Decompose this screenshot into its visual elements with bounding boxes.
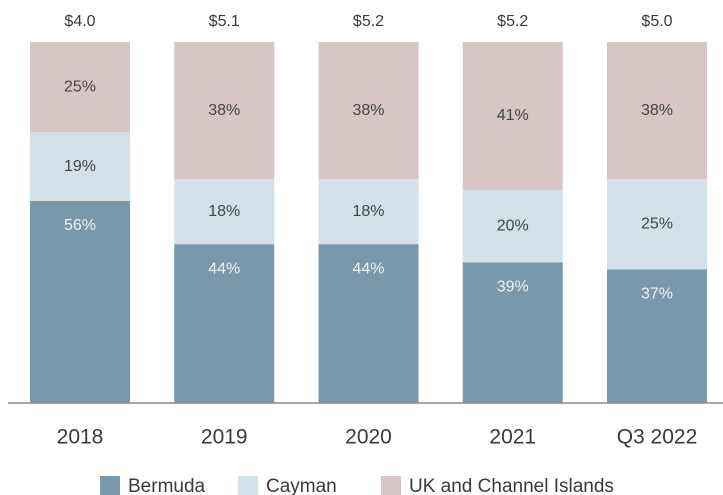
data-label: 39%: [497, 278, 529, 295]
bar-segment: [174, 42, 275, 180]
legend-label: UK and Channel Islands: [409, 476, 614, 495]
bar-segment: [174, 179, 275, 245]
total-label: $5.2: [497, 13, 528, 30]
bar-segment: [318, 244, 419, 403]
total-label: $4.0: [64, 13, 95, 30]
bar-segment: [607, 42, 707, 180]
data-label: 38%: [641, 102, 673, 119]
data-label: 38%: [208, 102, 240, 119]
data-label: 56%: [64, 217, 96, 234]
bar-segment: [30, 200, 130, 403]
x-tick-label: 2019: [201, 426, 248, 449]
x-tick-label: 2020: [345, 426, 392, 449]
legend-swatch: [381, 476, 401, 495]
total-label: $5.2: [353, 13, 384, 30]
data-label: 44%: [352, 260, 384, 277]
bar-segment: [462, 42, 563, 191]
data-label: 18%: [208, 203, 240, 220]
x-tick-label: 2021: [489, 426, 536, 449]
x-tick-label: 2018: [57, 426, 104, 449]
legend-label: Bermuda: [128, 476, 206, 495]
data-label: 19%: [64, 158, 96, 175]
bar-segment: [607, 269, 707, 403]
data-label: 44%: [208, 260, 240, 277]
data-label: 38%: [352, 102, 384, 119]
bar-segment: [462, 262, 563, 403]
data-label: 20%: [497, 217, 529, 234]
data-label: 25%: [64, 78, 96, 95]
data-label: 37%: [641, 286, 673, 303]
bar-segment: [30, 132, 130, 201]
total-label: $5.0: [641, 13, 672, 30]
total-label: $5.1: [209, 13, 240, 30]
legend-label: Cayman: [266, 476, 337, 495]
bar-segment: [318, 179, 419, 245]
bar-segment: [30, 42, 130, 133]
data-label: 18%: [352, 203, 384, 220]
x-tick-label: Q3 2022: [617, 426, 698, 449]
bar-segment: [607, 179, 707, 270]
data-label: 41%: [497, 107, 529, 124]
data-label: 25%: [641, 216, 673, 233]
legend-swatch: [100, 476, 120, 495]
bar-segment: [462, 190, 563, 263]
bar-segment: [174, 244, 275, 403]
bar-segment: [318, 42, 419, 180]
legend-swatch: [238, 476, 258, 495]
